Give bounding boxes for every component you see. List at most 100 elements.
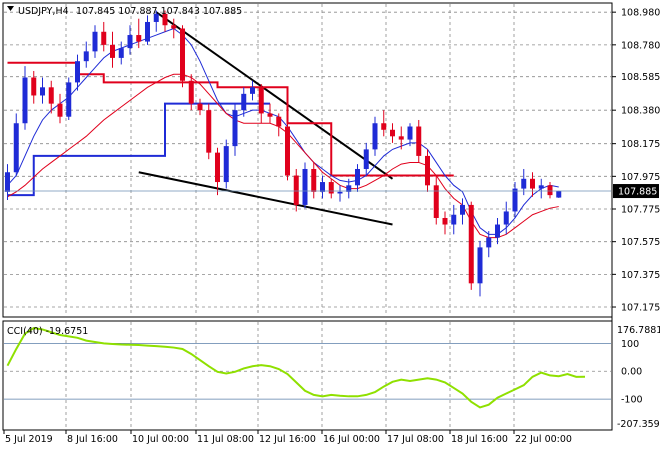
candle-body: [320, 182, 325, 192]
candle-body: [407, 126, 413, 140]
candle-body: [180, 28, 185, 81]
candle-body: [250, 87, 255, 94]
candle-body: [101, 31, 107, 45]
candle-body: [127, 35, 133, 49]
candle-body: [206, 110, 212, 153]
price-tick-label: 107.375: [621, 270, 660, 281]
cci-label: CCI(40) -19.6751: [7, 326, 88, 337]
time-tick-label: 5 Jul 2019: [5, 434, 53, 445]
candle-body: [5, 172, 10, 192]
candle-body: [75, 61, 80, 83]
candle-body: [197, 103, 203, 111]
indicator-panel-frame: [2, 320, 613, 431]
price-tick-label: 108.980: [621, 8, 660, 19]
candle-body: [110, 44, 115, 58]
candle-body: [118, 48, 124, 58]
ma-slow-line: [7, 73, 559, 239]
cci-tick-label: 0.00: [621, 367, 642, 378]
time-tick-label: 22 Jul 00:00: [515, 434, 572, 445]
candle-body: [285, 126, 290, 176]
candle-body: [293, 175, 299, 205]
candle-body: [302, 168, 308, 205]
candle-body: [530, 178, 535, 189]
time-tick-label: 12 Jul 16:00: [259, 434, 316, 445]
symbol-label: USDJPY,H4: [18, 6, 69, 17]
price-panel-frame: [2, 2, 613, 318]
time-tick-label: 17 Jul 08:00: [387, 434, 444, 445]
candle-body: [337, 191, 343, 194]
cci-series: [6, 327, 586, 409]
ma-fast-line: [7, 27, 559, 235]
cci-line: [6, 327, 586, 409]
candle-body: [188, 80, 194, 104]
candle-body: [538, 185, 544, 189]
moving-averages: [7, 27, 559, 239]
candle-body: [171, 25, 177, 29]
candle-body: [381, 123, 387, 130]
candle-body: [363, 149, 369, 169]
candle-body: [486, 237, 492, 248]
candle-body: [48, 87, 54, 104]
candle-body: [241, 93, 247, 111]
price-tick-labels: 108.980 108.780 108.585 108.380 108.175 107.9…: [612, 8, 660, 314]
time-tick-label: 18 Jul 16:00: [451, 434, 508, 445]
candle-body: [145, 21, 150, 42]
candle-body: [433, 185, 439, 218]
candle-body: [442, 217, 448, 225]
time-tick-label: 8 Jul 16:00: [67, 434, 118, 445]
candle-body: [66, 82, 72, 117]
candle-body: [83, 51, 89, 62]
dropdown-triangle-icon[interactable]: [7, 6, 14, 11]
price-tick-label: 107.975: [621, 172, 660, 183]
candle-body: [40, 87, 45, 96]
cci-tick-labels: 100 0.00 -100: [621, 339, 643, 406]
candle-body: [556, 191, 562, 198]
candle-body: [162, 13, 168, 26]
candle-body: [355, 168, 360, 186]
trendlines: [138, 11, 394, 226]
cci-scale-bottom: -207.3596: [617, 419, 660, 430]
candle-body: [215, 152, 220, 183]
price-tag: 107.885: [618, 187, 657, 198]
price-tick-label: 108.175: [621, 139, 660, 150]
candle-body: [547, 185, 553, 196]
step-lines: [7, 61, 454, 197]
price-tag-box: [613, 184, 659, 199]
candle-body: [512, 188, 518, 212]
candle-body: [276, 116, 282, 127]
candle-body: [477, 247, 483, 284]
candle-body: [22, 77, 28, 124]
candle-body: [425, 155, 430, 186]
candle-body: [223, 146, 229, 183]
candle-body: [460, 204, 465, 215]
candle-body: [153, 13, 159, 22]
time-tick-label: 10 Jul 00:00: [132, 434, 189, 445]
candle-body: [372, 123, 378, 150]
candle-body: [521, 178, 527, 189]
candle-body: [503, 211, 509, 225]
candle-body: [390, 129, 395, 137]
resistance-step-line: [7, 61, 454, 177]
candle-body: [398, 136, 404, 140]
candle-body: [258, 87, 264, 114]
trendline: [138, 171, 393, 226]
candle-body: [136, 35, 142, 42]
price-tick-label: 108.585: [621, 72, 660, 83]
cci-scale-top: 176.7881: [617, 325, 660, 336]
price-tick-label: 108.780: [621, 40, 660, 51]
cci-tick-label: 100: [621, 339, 639, 350]
trendline: [155, 11, 394, 180]
candle-body: [57, 103, 63, 117]
price-tick-label: 107.775: [621, 205, 660, 216]
candle-body: [451, 214, 457, 225]
candle-body: [31, 77, 37, 96]
time-tick-label: 11 Jul 08:00: [197, 434, 254, 445]
candle-body: [13, 123, 19, 173]
candle-body: [328, 182, 334, 194]
candles: [5, 10, 562, 297]
candle-body: [267, 113, 273, 117]
ohlc-label: 107.845 107.887 107.843 107.885: [76, 6, 242, 17]
candle-body: [416, 126, 422, 156]
candle-body: [232, 110, 238, 147]
